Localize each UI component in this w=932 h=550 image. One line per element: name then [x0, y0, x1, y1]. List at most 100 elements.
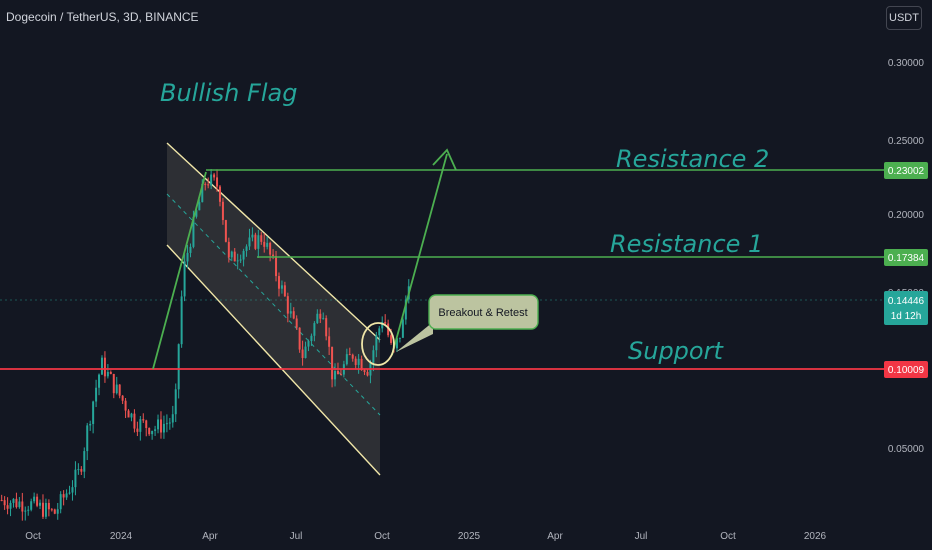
candle-body [372, 350, 375, 363]
candle-body [30, 501, 33, 510]
support-price: 0.10009 [888, 365, 925, 376]
last-price: 0.14446 [888, 296, 925, 307]
candle-body [266, 242, 269, 247]
y-tick-label: 0.20000 [888, 210, 925, 221]
candle-body [62, 494, 65, 498]
flagpole-line [152, 171, 207, 370]
candle-body [145, 420, 148, 428]
candle-body [106, 371, 109, 377]
candle-body [260, 235, 263, 242]
symbol-title[interactable]: Dogecoin / TetherUS, 3D, BINANCE [6, 10, 199, 24]
candle-body [366, 371, 369, 376]
candle-body [71, 487, 74, 493]
candle-body [248, 237, 251, 247]
candle-body [139, 419, 142, 432]
candle-body [47, 502, 50, 510]
candle-body [363, 370, 366, 372]
candle-body [56, 509, 59, 514]
candle-body [254, 234, 257, 249]
y-tick-label: 0.25000 [888, 136, 925, 147]
candle-body [210, 174, 213, 186]
candle-body [319, 313, 322, 319]
candle-body [121, 395, 124, 401]
candle-body [65, 493, 68, 498]
candle-body [357, 358, 360, 365]
candle-body [242, 250, 245, 260]
candle-body [186, 252, 189, 262]
candle-body [39, 502, 42, 506]
candle-body [269, 242, 272, 255]
candle-body [239, 259, 242, 261]
candle-body [6, 505, 9, 509]
candles [0, 169, 410, 521]
y-tick-label: 0.30000 [888, 58, 925, 69]
candle-body [3, 500, 6, 506]
candle-body [154, 429, 157, 431]
bar-countdown: 1d 12h [891, 311, 922, 322]
candle-body [27, 509, 30, 511]
x-tick-label: Oct [25, 531, 41, 542]
candle-body [384, 322, 387, 324]
candle-body [301, 349, 304, 358]
candle-body [339, 374, 342, 376]
candle-body [162, 423, 165, 433]
flag-lower-line [166, 244, 381, 476]
candle-body [313, 323, 316, 336]
candle-body [348, 354, 351, 356]
candle-body [115, 384, 118, 394]
callout-text: Breakout & Retest [438, 307, 527, 319]
candle-body [263, 241, 266, 247]
candle-body [272, 254, 275, 257]
candle-body [15, 498, 18, 508]
candle-body [53, 509, 56, 514]
candle-body [204, 183, 207, 185]
y-tick-label: 0.05000 [888, 444, 925, 455]
x-tick-label: Oct [374, 531, 390, 542]
candle-body [157, 419, 160, 430]
candle-body [336, 370, 339, 375]
candle-body [159, 419, 162, 433]
candle-body [33, 496, 36, 502]
candle-body [98, 374, 101, 388]
resistance-2-price: 0.23002 [888, 166, 925, 177]
candle-body [171, 414, 174, 423]
resistance-1-price-badge [884, 249, 928, 266]
candle-body [298, 327, 301, 350]
pattern-label: Bullish Flag [160, 79, 297, 107]
candle-body [304, 346, 307, 358]
x-tick-label: 2024 [110, 531, 133, 542]
candle-body [257, 235, 260, 249]
x-tick-label: 2025 [458, 531, 481, 542]
currency-button[interactable]: USDT [886, 6, 922, 30]
candle-body [18, 501, 21, 508]
candle-body [109, 371, 112, 374]
resistance-2-label: Resistance 2 [616, 145, 769, 173]
candle-body [177, 344, 180, 390]
candle-body [218, 186, 221, 202]
x-tick-label: Apr [202, 531, 218, 542]
candle-body [68, 492, 71, 494]
time-axis[interactable]: Oct 2024 Apr Jul Oct 2025 Apr Jul Oct 20… [25, 531, 826, 542]
candle-body [9, 502, 12, 509]
x-tick-label: Apr [547, 531, 563, 542]
candle-body [310, 335, 313, 342]
resistance-1-price: 0.17384 [888, 253, 925, 264]
candle-body [130, 413, 133, 418]
candle-body [395, 338, 398, 349]
callout-box[interactable] [428, 294, 539, 330]
candle-body [251, 234, 254, 238]
candle-body [174, 389, 177, 415]
candle-body [207, 184, 210, 186]
support-label: Support [628, 337, 724, 365]
candle-body [201, 183, 204, 203]
candle-body [80, 469, 83, 472]
candle-body [36, 496, 39, 506]
candle-body [316, 313, 319, 324]
candle-body [180, 296, 183, 345]
x-tick-label: Jul [635, 531, 648, 542]
flag-channel-fill [167, 143, 380, 475]
candle-body [136, 428, 139, 432]
candle-body [280, 285, 283, 289]
